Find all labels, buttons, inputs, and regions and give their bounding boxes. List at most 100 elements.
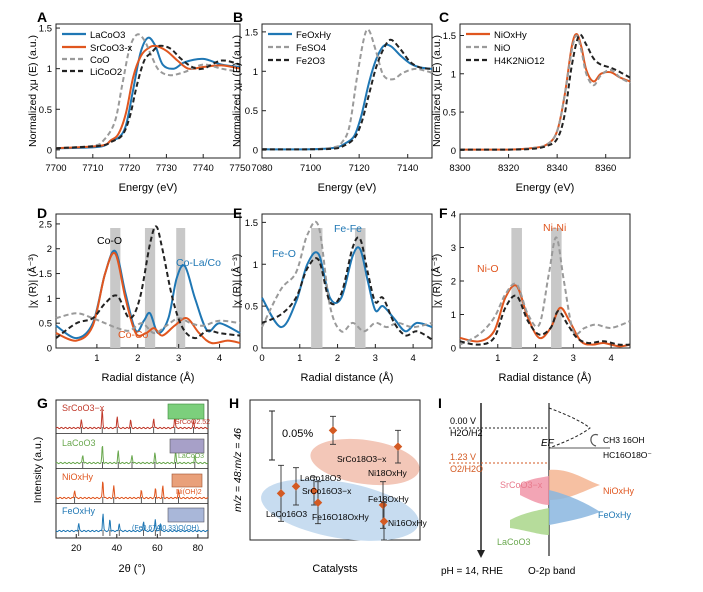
ann-co-co: Co-Co [118, 329, 149, 341]
panel-d-ylabel: |χ (R)| (Å⁻³) [26, 254, 39, 308]
legend-h4k2nio12: H4K2NiO12 [494, 56, 545, 67]
panel-e-label: E [233, 205, 242, 221]
h-label-ni16: Ni16OxHy [388, 518, 427, 528]
i-dos-dotted [548, 407, 591, 449]
xrd-pattern-2 [55, 481, 209, 500]
panel-d-shell-bar [176, 228, 186, 348]
panel-g-ylabel: Intensity (a.u.) [32, 437, 44, 504]
g-ref-laco: LaCoO3 [178, 453, 204, 460]
i-band-laco [510, 508, 549, 535]
panel-d-series-1 [55, 251, 241, 345]
panel-g-xtick-label: 20 [71, 543, 82, 554]
ann-ni-o: Ni-O [477, 263, 499, 275]
panel-d-xtick-label: 3 [176, 353, 181, 364]
i-fe: FeOxHy [598, 510, 632, 520]
panel-f: F 1 2 3 4 0 1 2 3 4 Radial distance (Å) |χ (R)| … [430, 205, 631, 384]
panel-g-xtick-label: 40 [112, 543, 123, 554]
h-label-fe18: Fe18OxHy [368, 494, 409, 504]
panel-f-label: F [439, 205, 448, 221]
panel-f-xtick-label: 1 [495, 353, 500, 364]
g-label-feoxhy: FeOxHy [62, 506, 96, 516]
panel-d-xtick-label: 4 [217, 353, 222, 364]
panel-d-shell-bar [144, 228, 156, 348]
i-arrow-ch3 [590, 433, 599, 447]
panel-c-series-2 [459, 33, 631, 151]
panel-b-xtick-label: 7140 [397, 163, 418, 174]
panel-i-label: I [438, 395, 442, 411]
panel-e-xtick-label: 2 [335, 353, 340, 364]
panel-e-ylabel: |χ (R)| (Å⁻³) [230, 254, 243, 308]
panel-f-shell-bar [511, 228, 522, 348]
panel-d-shell-bar [110, 228, 121, 348]
legend-srco: SrCoO3-x [90, 43, 132, 54]
panel-c-label: C [439, 9, 449, 25]
panel-c-series-1 [459, 34, 631, 151]
panel-f-ytick-label: 0 [451, 344, 456, 355]
i-v1: 1.23 V [450, 452, 476, 462]
panel-a-ylabel: Normalized χμ (E) (a.u.) [27, 35, 39, 147]
feal-structure-image [167, 507, 205, 523]
panel-b-legend: FeOxHy FeSO4 Fe2O3 [268, 30, 331, 67]
panel-e-xtick-label: 3 [373, 353, 378, 364]
panel-b-frame [261, 23, 433, 159]
panel-c: C 8300 8320 8340 8360 0 0.5 1 1.5 Energy (eV) N… [431, 9, 631, 194]
legend-coo: CoO [90, 55, 110, 66]
panel-e-xtick-label: 1 [297, 353, 302, 364]
panel-e-xlabel: Radial distance (Å) [301, 371, 394, 384]
panel-a-xtick-label: 7710 [82, 163, 103, 174]
panel-e-ytick-label: 0.5 [245, 302, 258, 313]
panel-c-ytick-label: 0.5 [443, 108, 456, 119]
panel-f-ylabel: |χ (R)| (Å⁻³) [430, 254, 443, 308]
panel-f-xlabel: Radial distance (Å) [499, 371, 592, 384]
panel-d-ytick-label: 1 [47, 294, 52, 305]
h-point [309, 486, 319, 496]
panel-b-xtick-label: 7120 [349, 163, 370, 174]
panel-a-xtick-label: 7750 [229, 163, 250, 174]
panel-a-legend: LaCoO3 SrCoO3-x CoO LiCoO2 [62, 30, 132, 78]
i-bottom-left: pH = 14, RHE [441, 566, 503, 577]
legend-feoxhy: FeOxHy [296, 30, 331, 41]
xrd-pattern-0 [55, 409, 209, 430]
i-band-srco [520, 476, 549, 505]
legend-feso4: FeSO4 [296, 43, 326, 54]
panel-a-ytick-label: 1.5 [39, 24, 52, 35]
i-hc: HC16O18O⁻ [603, 450, 652, 460]
panel-c-ylabel: Normalized χμ (E) (a.u.) [431, 35, 443, 147]
panel-g: G 20 40 60 80 2θ (°) Intensity (a.u.) SrCoO… [32, 395, 210, 575]
panel-d-ytick-label: 2.5 [39, 219, 52, 230]
ann-fe-o: Fe-O [272, 248, 296, 260]
panel-e-shell-bar [311, 228, 323, 348]
panel-c-frame [459, 23, 631, 159]
legend-nioxhy: NiOxHy [494, 30, 527, 41]
panel-f-series-2 [459, 294, 631, 346]
panel-a-series-1 [55, 44, 241, 150]
ann-co-o: Co-O [97, 235, 122, 247]
g-label-laco: LaCoO3 [62, 438, 96, 448]
xrd-pattern-1 [55, 446, 209, 465]
xrd-pattern-3 [55, 513, 209, 533]
panel-e-ytick-label: 1 [253, 260, 258, 271]
h-point [328, 426, 338, 435]
panel-f-xtick-label: 2 [533, 353, 538, 364]
g-ref-feal: (Fe0.67Al0.33)O(OH) [132, 525, 199, 532]
h-point [276, 489, 286, 498]
laco-structure-image [169, 438, 205, 454]
panel-d-xtick-label: 2 [135, 353, 140, 364]
panel-e-xtick-label: 0 [259, 353, 264, 364]
i-left-arrow [477, 550, 485, 558]
panel-b-xtick-label: 7080 [251, 163, 272, 174]
h-label-laco18: LaCo18O3 [300, 473, 341, 483]
panel-a-xtick-label: 7700 [45, 163, 66, 174]
h-point [393, 442, 403, 451]
panel-e-shell-bar [354, 228, 366, 348]
ann-ni-ni: Ni-Ni [543, 222, 566, 234]
panel-b-ytick-label: 1 [253, 67, 258, 78]
h-ellipse-oxygen16 [261, 479, 419, 541]
panel-c-xtick-label: 8360 [595, 163, 616, 174]
panel-g-frame [55, 399, 209, 539]
panel-d-series-3 [55, 225, 241, 340]
panel-a-series-3 [55, 44, 241, 150]
i-v1b: O2/H2O [450, 464, 483, 474]
panel-a-xtick-label: 7720 [119, 163, 140, 174]
h-label-ni18: Ni18OxHy [368, 468, 407, 478]
